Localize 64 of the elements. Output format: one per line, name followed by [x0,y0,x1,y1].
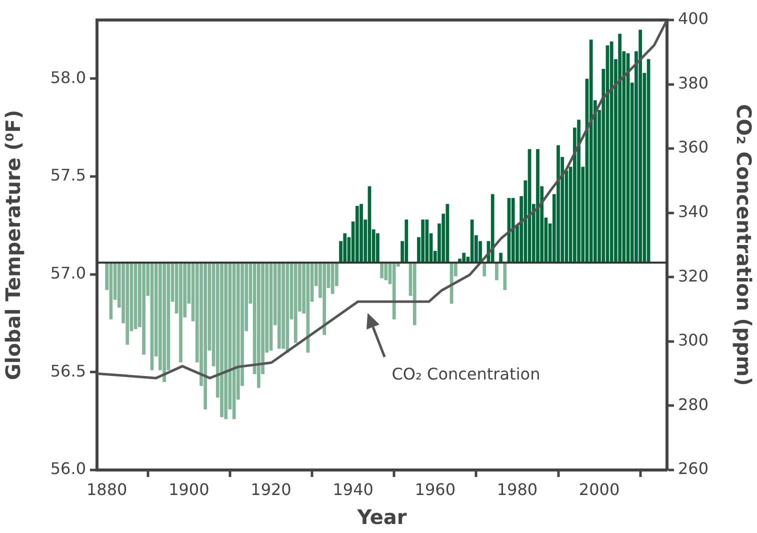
y2-axis-title: CO₂ Concentration (ppm) [732,104,756,386]
bar [257,262,260,388]
y2-tick-label: 320 [678,266,709,286]
bar [392,262,396,320]
bar [179,262,182,362]
bar [204,262,208,410]
bar [322,262,326,335]
bar [376,233,380,263]
y-tick-label: 57.5 [50,166,86,185]
bar [556,145,560,263]
x-tick-label: 1940 [332,480,374,499]
x-axis-title: Year [356,505,407,530]
y-tick-label: 58.0 [50,68,86,87]
bar [536,149,540,263]
y-tick-label: 56.5 [50,361,86,380]
bar [404,220,408,263]
bar [126,262,130,345]
x-tick-label: 1900 [168,480,210,499]
x-tick-label: 1920 [250,480,292,499]
bar [142,262,146,355]
y2-tick-label: 260 [678,459,709,478]
y2-tick-label: 400 [678,9,709,28]
y2-tick-label: 280 [678,394,709,414]
bar [224,262,228,420]
bar [421,220,425,263]
bar [286,262,290,353]
bar [384,262,388,280]
bar [306,262,310,353]
bar [294,262,298,343]
y-tick-label: 56.0 [50,459,86,478]
y-tick-label: 57.0 [50,264,86,283]
bar [610,42,614,263]
bar [134,262,138,330]
bar [577,120,580,263]
x-tick-label: 1960 [414,480,456,499]
bar [282,262,285,349]
bar [638,30,642,263]
bar [503,262,507,290]
bar [511,198,515,263]
bar [343,233,347,263]
bar [618,34,622,263]
bar [278,262,281,349]
bar [470,220,474,263]
bar [220,262,224,418]
bar [462,252,466,263]
x-tick-label: 2000 [578,480,620,499]
bar [490,194,494,263]
x-tick-label: 1980 [496,480,538,499]
x-tick-label: 1880 [86,480,128,499]
bar [499,252,502,263]
y2-tick-label: 380 [678,73,709,92]
bar [495,262,498,280]
bar [162,262,166,382]
y2-tick-label: 360 [678,138,709,157]
bar [482,262,486,276]
annotation: CO₂ Concentration [392,364,540,384]
bar [355,206,359,263]
y2-tick-label: 340 [678,202,709,222]
y-axis-title: Global Temperature (⁰F) [1,110,26,380]
y2-tick-label: 300 [678,330,709,350]
bar [360,204,363,263]
bar [412,262,416,326]
bar [589,40,593,263]
bar [380,262,384,278]
